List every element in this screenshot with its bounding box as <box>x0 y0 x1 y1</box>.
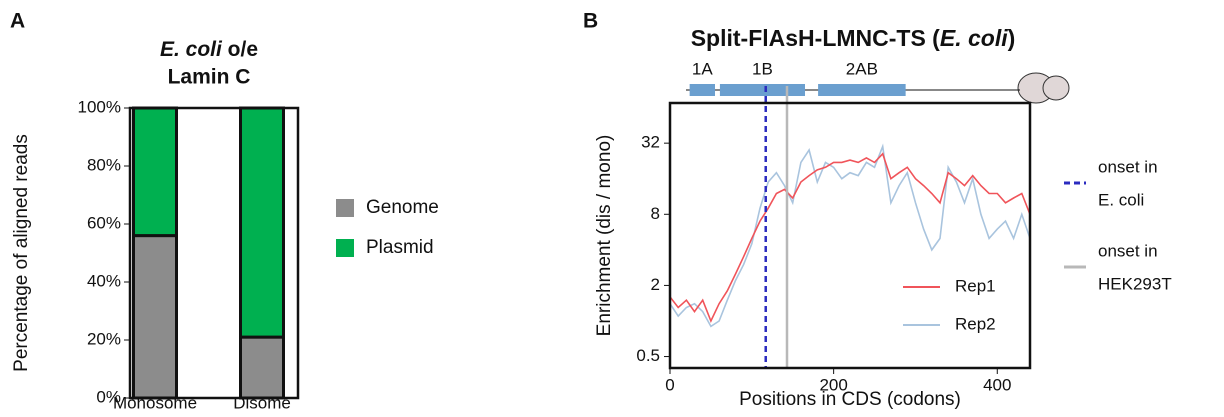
y-tick-label: 8 <box>651 204 660 223</box>
text-part: o/e <box>222 38 258 61</box>
text-part: E. coli <box>160 38 223 61</box>
x-axis-label: Positions in CDS (codons) <box>739 389 961 410</box>
series-line <box>669 152 1031 324</box>
y-tick-label: 0% <box>96 387 121 406</box>
legend-label: Plasmid <box>366 237 434 258</box>
legend-swatch <box>336 199 354 217</box>
legend-swatch <box>336 239 354 257</box>
series-line <box>669 143 1031 328</box>
chart-title: Split-FlAsH-LMNC-TS (E. coli) <box>691 25 1016 51</box>
y-tick-label: 40% <box>87 271 121 290</box>
y-tick-label: 100% <box>78 97 121 116</box>
text-part: Split-FlAsH-LMNC-TS ( <box>691 25 940 51</box>
text-part: E. coli <box>940 25 1008 51</box>
legend-label: Rep1 <box>955 276 996 295</box>
ribosome-icon <box>1017 72 1070 104</box>
panel-label: B <box>583 10 598 33</box>
chart-title: Lamin C <box>168 66 251 89</box>
y-tick-label: 60% <box>87 213 121 232</box>
x-tick-label: 200 <box>819 375 847 394</box>
x-tick-label: 400 <box>983 375 1011 394</box>
domain-label: 1A <box>692 59 713 78</box>
bar-segment <box>239 106 285 339</box>
y-tick-label: 2 <box>651 275 660 294</box>
axes <box>668 101 1032 370</box>
legend-label: E. coli <box>1098 190 1144 209</box>
legend-label: onset in <box>1098 241 1158 260</box>
domain <box>689 84 715 96</box>
text-part: ) <box>1008 25 1016 51</box>
chart-title: E. coli o/e <box>160 38 258 61</box>
bar-segment <box>132 234 178 400</box>
panel-label: A <box>10 10 25 33</box>
axes <box>128 106 300 400</box>
legend-label: Genome <box>366 197 439 218</box>
domain-label: 2AB <box>846 59 878 78</box>
y-tick-label: 80% <box>87 155 121 174</box>
legend-label: HEK293T <box>1098 274 1172 293</box>
y-axis-label: Percentage of aligned reads <box>11 134 32 372</box>
domain <box>719 84 805 96</box>
bar-segment <box>239 335 285 400</box>
y-tick-label: 32 <box>641 133 660 152</box>
y-tick-label: 0.5 <box>636 346 660 365</box>
y-tick-label: 20% <box>87 329 121 348</box>
legend-label: onset in <box>1098 157 1158 176</box>
x-tick-label: 0 <box>665 375 674 394</box>
domain-label: 1B <box>752 59 773 78</box>
legend-label: Rep2 <box>955 314 996 333</box>
domain <box>818 84 906 96</box>
y-axis-label: Enrichment (dis / mono) <box>594 135 615 337</box>
bar-segment <box>132 106 178 238</box>
